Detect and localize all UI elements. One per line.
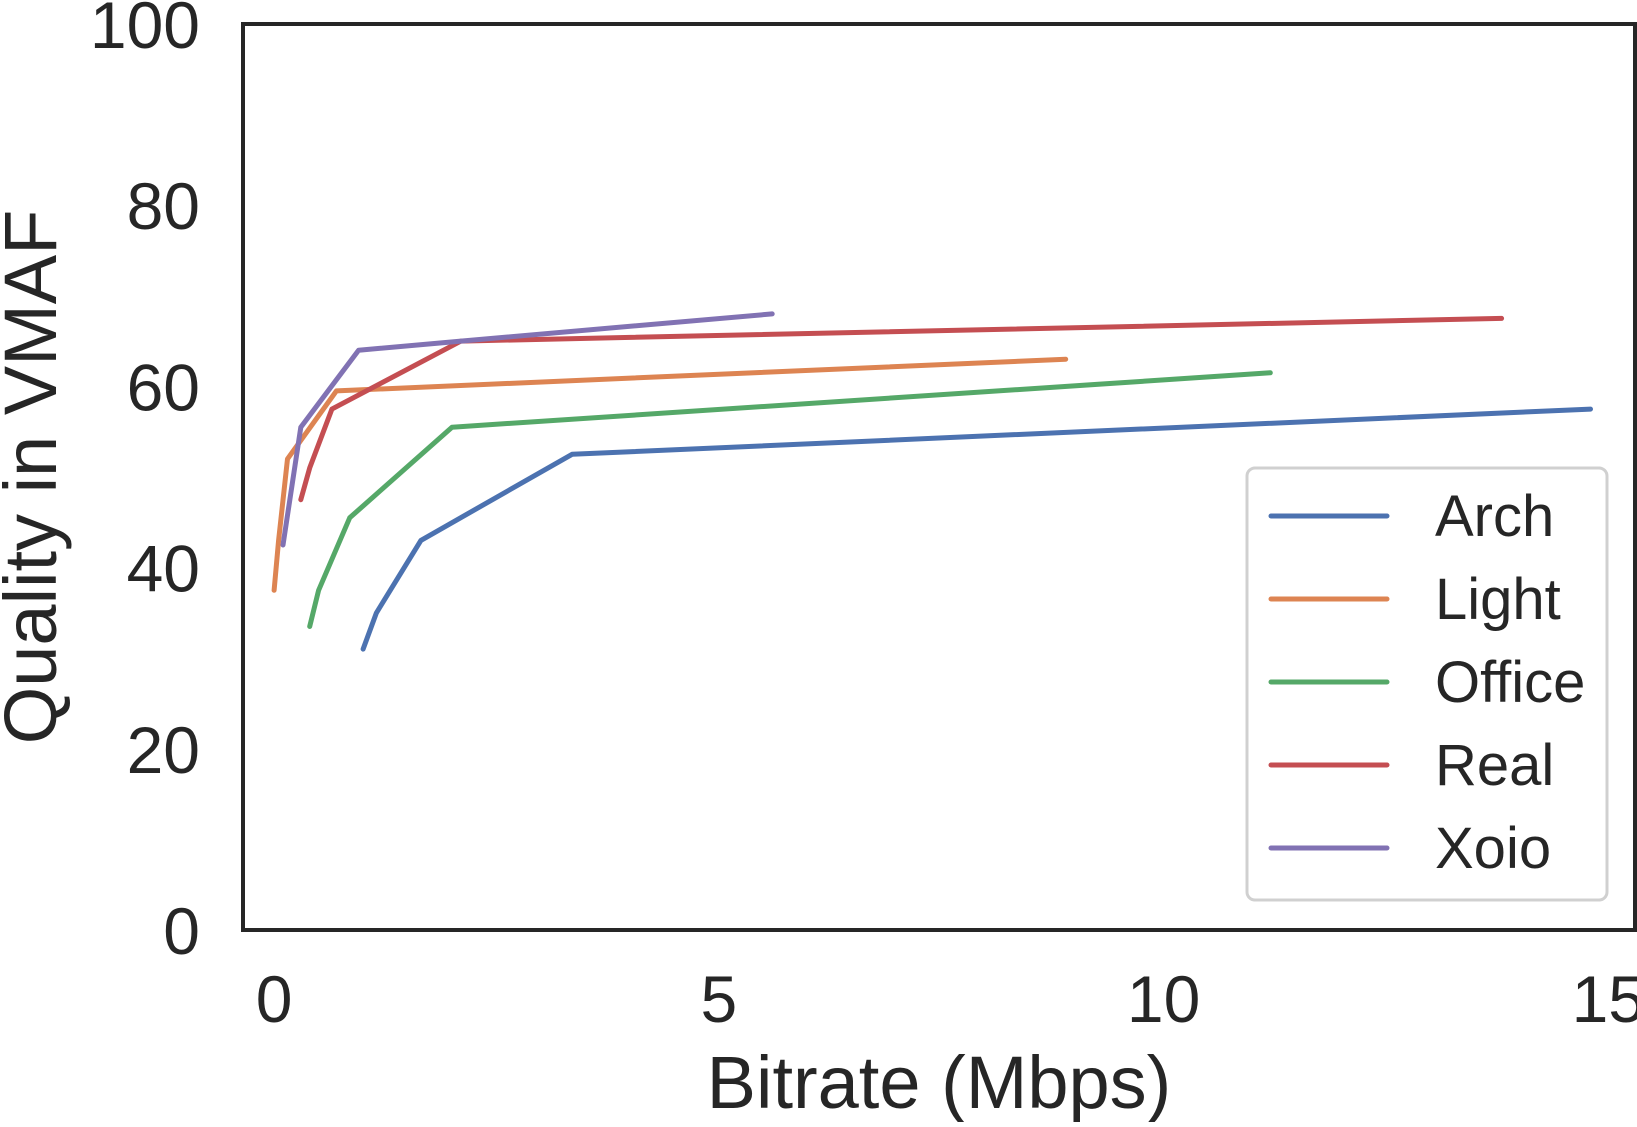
series-line-xoio [280,311,775,548]
y-tick-label: 40 [127,532,200,606]
legend-label-xoio: Xoio [1435,816,1551,881]
y-axis-label: Quality in VMAF [0,210,72,745]
x-tick-label: 15 [1572,962,1637,1036]
y-tick-label: 80 [127,169,200,243]
y-tick-label: 0 [163,894,200,968]
x-axis-label: Bitrate (Mbps) [707,1041,1172,1122]
axis-ticks: 0 5 10 15 0 20 40 60 80 100 [90,0,1637,1036]
series-line-office [307,370,1273,629]
series-line-arch [360,406,1593,652]
y-tick-label: 60 [127,350,200,424]
y-tick-label: 100 [90,0,200,62]
plot-area [241,22,1637,932]
series-line-light [271,356,1069,593]
legend: Arch Light Office Real Xoio [1245,466,1609,902]
y-tick-label: 20 [127,713,200,787]
legend-box [1245,466,1609,902]
series-line-real [298,315,1505,503]
plot-frame [241,22,1637,932]
x-tick-label: 5 [701,962,738,1036]
legend-label-real: Real [1435,733,1554,798]
legend-label-light: Light [1435,567,1561,632]
x-tick-label: 10 [1127,962,1200,1036]
legend-label-arch: Arch [1435,484,1554,549]
x-tick-label: 0 [256,962,293,1036]
legend-label-office: Office [1435,650,1585,715]
